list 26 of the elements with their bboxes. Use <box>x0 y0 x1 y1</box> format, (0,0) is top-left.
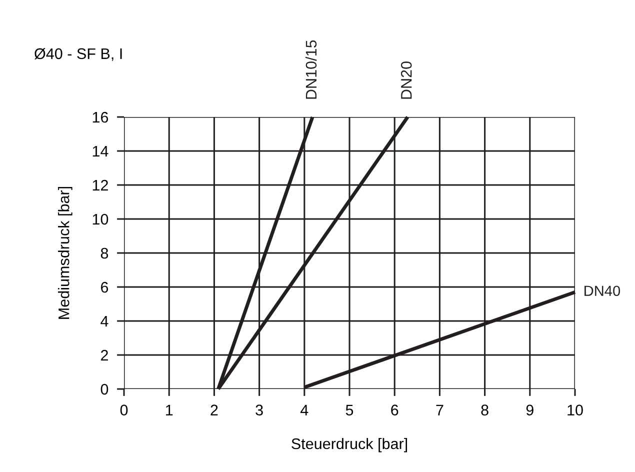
x-tick-label: 5 <box>346 404 354 416</box>
y-tick-label: 12 <box>92 180 108 191</box>
series-label: DN40 <box>584 286 620 296</box>
text: DN20 <box>400 62 412 99</box>
x-tick-label: 3 <box>256 404 263 416</box>
y-tick-label: 6 <box>101 282 108 293</box>
x-tick-label: 8 <box>481 404 488 416</box>
x-tick-label: 0 <box>120 404 128 416</box>
x-tick-label: 1 <box>166 404 173 416</box>
y-tick-label: 8 <box>100 248 108 259</box>
x-tick-label: 7 <box>436 404 444 416</box>
text: DN10/15 <box>305 40 317 99</box>
x-axis-title: Steuerdruck [bar] <box>292 438 408 452</box>
y-tick-label: 0 <box>100 384 108 395</box>
x-tick-label: 6 <box>391 404 398 416</box>
x-tick-label: 4 <box>300 404 308 416</box>
y-axis-title: Mediumsdruck [bar] <box>58 187 72 319</box>
y-tick-label: 2 <box>100 350 108 361</box>
y-tick-label: 14 <box>92 146 108 157</box>
y-tick-label: 16 <box>92 112 108 123</box>
y-tick-label: 10 <box>92 214 108 225</box>
y-tick-label: 4 <box>100 316 108 327</box>
x-tick-label: 2 <box>210 404 218 416</box>
chart-title: Ø40 - SF B, I <box>34 48 122 61</box>
x-tick-label: 10 <box>568 404 583 416</box>
x-tick-label: 9 <box>526 404 534 416</box>
